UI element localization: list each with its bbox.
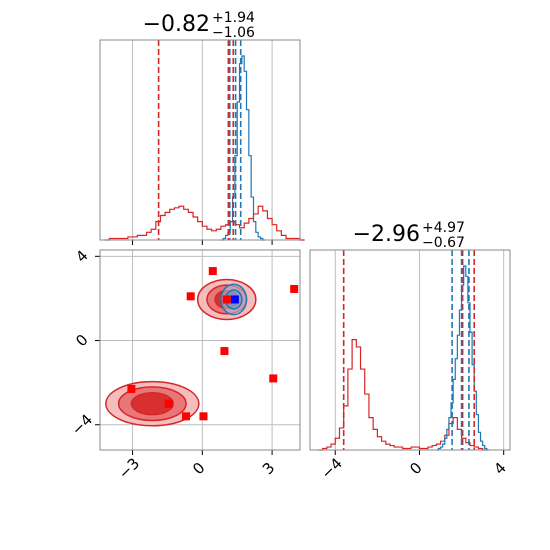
histogram-line	[436, 265, 489, 451]
y-tick-label: 0	[72, 331, 91, 350]
grid-lines	[132, 40, 273, 240]
scatter-point	[186, 292, 195, 301]
scatter-points	[127, 267, 299, 421]
tick-marks	[95, 255, 273, 455]
histogram-series	[104, 55, 305, 241]
quantile-lines	[342, 250, 476, 450]
panel-title-sub: −0.67	[422, 235, 465, 251]
x-tick-label: −3	[115, 454, 143, 482]
scatter-point	[127, 384, 136, 393]
histogram-panel-bottom: −4 0 4 −2.96 +4.97 −0.67	[309, 220, 511, 483]
panel-title-sup: +1.94	[212, 10, 255, 26]
grid-lines	[334, 250, 505, 450]
scatter-point	[230, 295, 239, 304]
contour-level	[130, 391, 175, 416]
scatter-point	[208, 267, 217, 276]
scatter-point	[222, 295, 231, 304]
scatter-point	[164, 399, 173, 408]
x-tick-label: 4	[490, 459, 509, 478]
scatter-point	[182, 412, 191, 421]
tick-labels: −3 0 3 −4 0 4	[68, 247, 278, 483]
panel-title-sup: +4.97	[422, 220, 465, 236]
x-tick-label: −4	[318, 454, 346, 482]
histogram-panel-top: −0.82 +1.94 −1.06	[99, 10, 305, 245]
x-tick-label: 0	[189, 459, 208, 478]
scatter-point	[199, 412, 208, 421]
x-tick-label: 0	[406, 459, 425, 478]
axes-frame	[309, 249, 511, 451]
panel-title-sub: −1.06	[212, 25, 255, 41]
scatter-point	[290, 284, 299, 293]
y-tick-label: −4	[68, 411, 96, 439]
scatter-point	[220, 347, 229, 356]
histogram-line	[104, 205, 305, 241]
panel-title-main: −2.96	[353, 222, 420, 247]
histogram-line	[318, 339, 487, 451]
contour-layers	[105, 278, 257, 427]
y-tick-label: 4	[72, 247, 91, 266]
scatter-contour-panel: −3 0 3 −4 0 4	[68, 247, 301, 483]
axes-frame	[99, 39, 301, 241]
scatter-point	[269, 374, 278, 383]
histogram-series	[318, 265, 489, 451]
x-tick-label: 3	[259, 459, 278, 478]
x-tick-marks	[334, 450, 505, 455]
panel-title-main: −0.82	[143, 12, 210, 37]
quantile-lines	[157, 40, 242, 240]
axes-frame	[99, 249, 301, 451]
x-tick-labels: −4 0 4	[318, 454, 510, 482]
x-tick-marks	[132, 240, 273, 245]
